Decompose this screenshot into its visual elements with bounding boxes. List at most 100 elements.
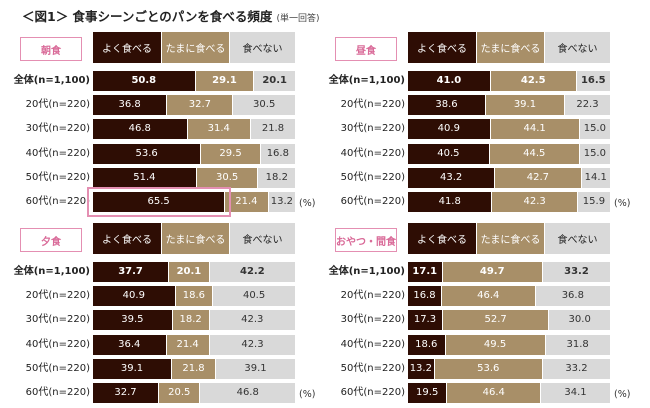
bar-segment-never: 40.5 [213,286,295,307]
bar-segment-often: 17.1 [408,262,443,282]
bar-segment-often: 50.8 [93,71,196,91]
bar-segment-never: 42.2 [209,262,295,282]
figure-title: ＜図1＞ 食事シーンごとのパンを食べる頻度 (単一回答) [22,6,319,25]
bar-segment-often: 18.6 [408,334,446,355]
bar-segment-never: 33.2 [542,358,610,379]
bar-segment-never: 15.0 [579,119,610,140]
unit-label: (%) [614,198,631,209]
legend-item-often: よく食べる [93,32,161,63]
row-label: 30代(n=220) [340,314,405,326]
panel-category-label: 夕食 [20,228,82,252]
bar-segment-never: 13.2 [268,192,296,212]
bar-segment-often: 46.8 [93,119,188,140]
bar-segment-sometimes: 52.7 [442,310,550,331]
figure-subtitle: (単一回答) [276,14,320,24]
bar-segment-often: 53.6 [93,143,202,164]
bar-segment-never: 42.3 [209,310,295,331]
bar-segment-never: 21.8 [250,119,295,140]
bar-segment-sometimes: 32.7 [167,95,234,116]
row-label: 20代(n=220) [25,290,90,302]
bar-segment-never: 22.3 [564,95,610,116]
bar-segment-sometimes: 44.1 [490,119,580,140]
bar-segment-never: 14.1 [581,167,610,188]
row-label: 全体(n=1,100) [328,266,405,277]
legend-item-sometimes: たまに食べる [476,32,544,63]
bar-segment-sometimes: 29.1 [195,71,255,91]
bar-segment-sometimes: 42.7 [495,167,582,188]
bar-segment-often: 65.5 [93,192,226,212]
row-label: 50代(n=220) [25,171,90,183]
bar-segment-sometimes: 18.6 [175,286,214,307]
bar-segment-often: 36.4 [93,334,167,355]
row-label: 50代(n=220) [340,171,405,183]
row-label: 50代(n=220) [340,362,405,374]
bar-segment-often: 37.7 [93,262,170,282]
bar-segment-sometimes: 21.4 [225,192,269,212]
bar-segment-never: 36.8 [535,286,610,307]
panel-dinner: 夕食 よく食べる たまに食べる 食べない 全体(n=1,100) 37.7 20.1 42.2… [0,223,320,408]
panel-category-label: 朝食 [20,37,82,61]
panel-breakfast: 朝食 よく食べる たまに食べる 食べない 全体(n=1,100) 50.8 29.1 20.1… [0,32,320,217]
legend-item-never: 食べない [544,32,610,63]
bar-segment-never: 46.8 [200,383,295,403]
legend-item-often: よく食べる [93,223,161,254]
bar-segment-never: 42.3 [209,334,296,355]
bar-segment-never: 33.2 [542,262,610,282]
panel-lunch: 昼食 よく食べる たまに食べる 食べない 全体(n=1,100) 41.0 42.5 16.5… [315,32,635,217]
row-label: 30代(n=220) [25,123,90,135]
unit-label: (%) [614,389,631,400]
bar-segment-sometimes: 18.2 [172,310,210,331]
bar-segment-often: 43.2 [408,167,496,188]
bar-segment-often: 17.3 [408,310,443,331]
legend-item-never: 食べない [229,32,295,63]
bar-segment-sometimes: 21.8 [171,358,216,379]
legend-item-sometimes: たまに食べる [476,223,544,254]
bar-segment-never: 18.2 [258,167,296,188]
bar-segment-sometimes: 53.6 [434,358,543,379]
bar-segment-sometimes: 42.5 [490,71,577,91]
panel-category-label: 昼食 [335,37,397,61]
bar-segment-never: 15.9 [577,192,610,212]
bar-segment-often: 41.0 [408,71,491,91]
row-label: 30代(n=220) [25,314,90,326]
row-label: 20代(n=220) [340,290,405,302]
row-label: 60代(n=220) [25,387,90,398]
bar-segment-sometimes: 31.4 [187,119,251,140]
row-label: 60代(n=220) [340,196,405,207]
bar-segment-sometimes: 49.7 [442,262,543,282]
bar-segment-often: 39.1 [93,358,172,379]
bar-segment-never: 16.5 [576,71,610,91]
bar-segment-sometimes: 29.5 [201,143,261,164]
row-label: 20代(n=220) [25,99,90,111]
bar-segment-sometimes: 20.1 [169,262,210,282]
row-label: 40代(n=220) [340,147,405,159]
bar-segment-often: 51.4 [93,167,197,188]
row-label: 60代(n=220) [340,387,405,398]
bar-segment-never: 31.8 [545,334,610,355]
bar-segment-sometimes: 46.4 [441,286,536,307]
panel-snack: おやつ・間食 よく食べる たまに食べる 食べない 全体(n=1,100) 17.1 49.7… [315,223,635,408]
row-label: 40代(n=220) [25,147,90,159]
row-label: 30代(n=220) [340,123,405,135]
bar-segment-sometimes: 49.5 [445,334,546,355]
panel-category-label: おやつ・間食 [335,228,397,252]
bar-segment-sometimes: 30.5 [196,167,259,188]
row-label: 全体(n=1,100) [13,75,90,86]
bar-segment-often: 16.8 [408,286,442,307]
bar-segment-never: 39.1 [216,358,295,379]
bar-segment-sometimes: 20.5 [159,383,201,403]
row-label: 40代(n=220) [340,338,405,350]
bar-segment-often: 41.8 [408,192,493,212]
row-label: 60代(n=220) [25,196,90,207]
legend-item-never: 食べない [544,223,610,254]
row-label: 全体(n=1,100) [328,75,405,86]
bar-segment-often: 32.7 [93,383,160,403]
row-label: 20代(n=220) [340,99,405,111]
bar-segment-often: 40.9 [93,286,176,307]
bar-segment-often: 38.6 [408,95,486,116]
bar-segment-sometimes: 21.4 [166,334,210,355]
row-label: 50代(n=220) [25,362,90,374]
bar-segment-often: 19.5 [408,383,448,403]
unit-label: (%) [299,389,316,400]
bar-segment-sometimes: 39.1 [485,95,565,116]
